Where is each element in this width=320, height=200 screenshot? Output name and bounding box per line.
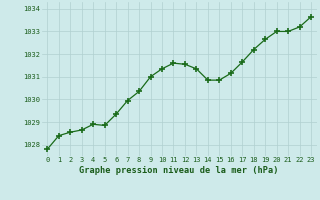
X-axis label: Graphe pression niveau de la mer (hPa): Graphe pression niveau de la mer (hPa) [79,166,279,175]
